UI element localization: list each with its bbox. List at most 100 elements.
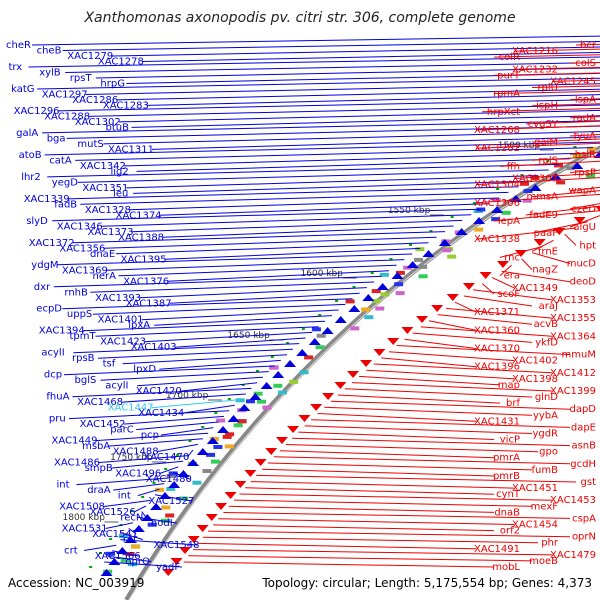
gene-label: phr [541,538,559,549]
forward-strand-arrow [447,294,459,301]
map-title: Xanthomonas axonopodis pv. citri str. 30… [0,10,600,26]
gene-label: rpsT [70,73,93,84]
gene-label: mucD [567,259,597,270]
forward-strand-arrow [401,327,413,334]
gene-label: yybA [533,410,558,421]
gene-label: yegD [52,177,78,188]
gene-label: XAC1338 [474,234,520,245]
gene-feature-block [273,384,282,388]
gene-label: oprO [125,557,150,568]
reverse-strand-arrow [228,415,240,422]
gene-label: lpxA [128,320,150,331]
reverse-strand-arrow [217,426,229,433]
gene-label: XAC1268 [474,125,520,136]
gene-label: hslR [575,149,596,160]
minor-tick-mark [164,468,167,470]
gene-label: ykfD [535,337,558,348]
gene-label: XAC1387 [126,298,172,309]
gene-label: parC [110,425,134,436]
gene-label: gpo [539,447,558,458]
gene-label: cheR [6,40,31,51]
gene-label: lpxD [133,364,156,375]
gene-feature-block [375,307,384,311]
reverse-strand-arrow [309,338,321,345]
gene-label: pru [49,414,66,425]
gene-label: tsf [103,359,116,370]
accession-label: Accession: NC_003919 [8,576,144,590]
gene-label: msbA [82,441,110,452]
minor-tick-mark [141,496,144,498]
gene-label: dapD [569,404,596,415]
gene-label: oprN [572,532,596,543]
gene-label: glnD [535,392,558,403]
gene-feature-block [502,211,511,215]
gene-feature-block [300,370,309,374]
forward-strand-arrow [387,338,399,345]
gene-leader-line [229,506,494,512]
gene-label: nerA [93,271,117,282]
forward-strand-arrow [206,514,218,521]
gene-leader-line [405,339,477,348]
gene-feature-block [317,334,326,338]
gene-feature-block [364,315,373,319]
gene-feature-block [346,299,355,303]
gene-feature-block [415,247,424,251]
gene-label: XAC1374 [116,210,162,221]
gene-label: atoB [19,150,42,161]
gene-label: katG [11,84,34,95]
gene-leader-line [311,420,570,428]
gene-feature-block [289,380,298,384]
forward-strand-arrow [416,316,428,323]
minor-tick-mark [371,272,374,274]
gene-label: rpsP [574,168,596,179]
reverse-strand-arrow [322,327,334,334]
gene-leader-line [147,92,600,106]
gene-label: acylI [41,348,64,359]
gene-label: hrpXct [487,107,520,118]
gene-label: ecpD [36,304,62,315]
gene-feature-block [316,345,325,349]
gene-label: gst [581,477,597,488]
gene-label: XAC1282 [474,143,520,154]
gene-label: xylB [39,68,61,79]
reverse-strand-arrow [335,316,347,323]
gene-leader-line [280,451,494,458]
gene-feature-block [442,248,451,252]
gene-leader-line [84,545,116,550]
gene-leader-line [198,543,476,548]
gene-label: mobL [492,562,520,573]
gene-leader-line [262,469,494,476]
minor-tick-mark [271,356,274,358]
forward-strand-arrow [234,481,246,488]
gene-leader-line [324,407,532,415]
gene-leader-line [188,556,532,561]
gene-leader-line [157,444,198,451]
reverse-strand-arrow [377,283,389,290]
minor-tick-mark [409,244,412,246]
gene-feature-block [394,282,403,286]
gene-label: fadB [54,199,77,210]
gene-label: ffh [507,161,520,172]
gene-label: dnaE [90,249,115,260]
gene-feature-block [213,445,222,449]
gene-leader-line [161,428,214,436]
minor-tick-mark [451,216,454,218]
gene-leader-line [119,265,397,276]
gene-feature-block [419,274,428,278]
gene-feature-block [350,326,359,330]
gene-label: bglS [75,375,97,386]
gene-feature-block [203,469,212,473]
reverse-strand-arrow [348,305,360,312]
gene-feature-block [396,291,405,295]
forward-strand-arrow [310,404,322,411]
forward-strand-arrow [334,382,346,389]
gene-label: XAC1370 [474,344,520,355]
gene-feature-block [192,481,201,485]
gene-label: XAC1548 [154,540,200,551]
gene-label: galA [16,128,38,139]
reverse-strand-arrow [284,360,296,367]
forward-strand-arrow [480,272,492,279]
gene-label: rpmA [493,89,520,100]
gene-leader-line [213,525,494,531]
